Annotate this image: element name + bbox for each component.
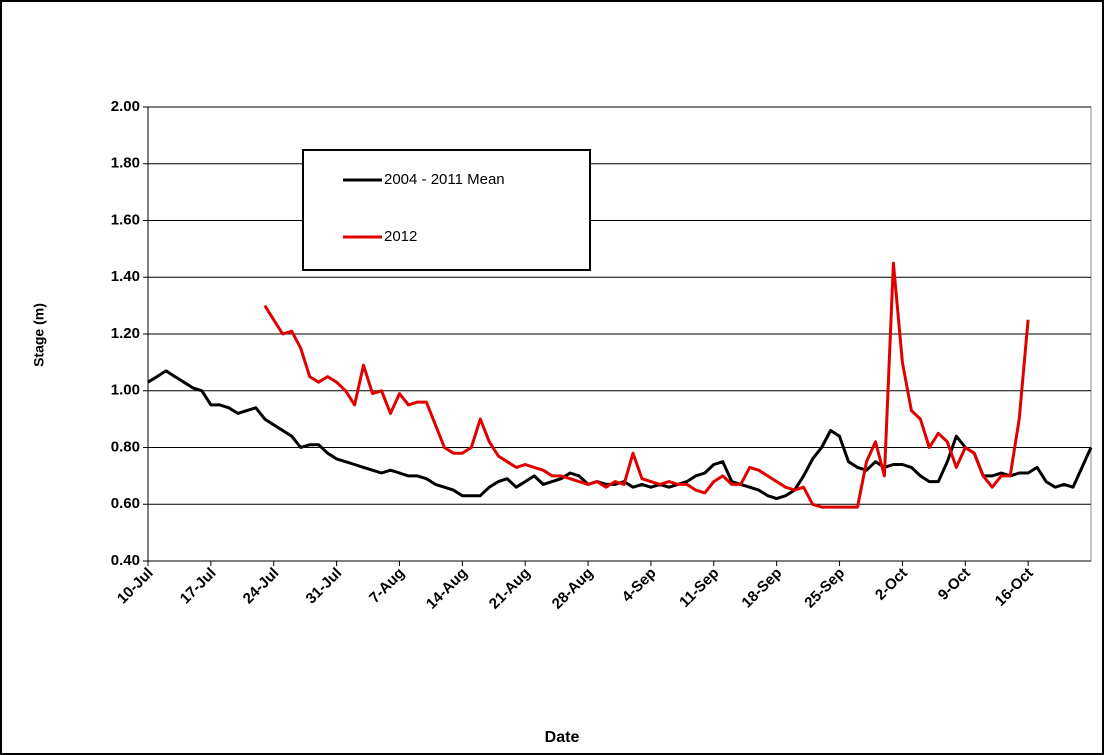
legend-label: 2012: [384, 228, 417, 245]
series-line: [263, 261, 1030, 509]
y-tick-label: 1.60: [111, 211, 140, 228]
legend-label: 2004 - 2011 Mean: [384, 171, 505, 188]
y-tick-label: 1.20: [111, 325, 140, 342]
y-tick-label: 0.80: [111, 438, 140, 455]
y-axis-label: Stage (m): [31, 303, 47, 367]
y-tick-label: 0.40: [111, 552, 140, 569]
y-tick-label: 1.80: [111, 155, 140, 172]
y-tick-label: 1.40: [111, 268, 140, 285]
y-tick-label: 1.00: [111, 382, 140, 399]
legend-box: [302, 149, 591, 271]
x-axis-label: Date: [545, 729, 580, 746]
y-tick-label: 0.60: [111, 495, 140, 512]
y-tick-label: 2.00: [111, 98, 140, 115]
